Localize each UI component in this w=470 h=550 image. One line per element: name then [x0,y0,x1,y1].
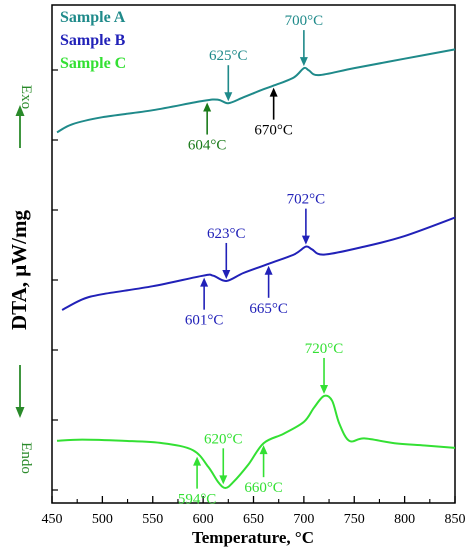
annotation-label: 665°C [249,301,288,317]
annotation-625: 625°C [209,48,248,102]
legend-sample-b: Sample B [60,32,126,49]
annotation-660: 660°C [244,445,283,496]
plot-frame [51,4,456,504]
x-axis: 450 500 550 600 650 700 750 800 850 [42,69,466,527]
x-tick-label-800: 800 [394,512,415,527]
annotation-label: 601°C [185,313,224,329]
x-tick-label-600: 600 [193,512,214,527]
legend-sample-c: Sample C [60,55,126,72]
annotation-601: 601°C [185,277,224,329]
endo-indicator: Endo [15,365,34,474]
annotation-620: 620°C [204,431,243,485]
annotation-label: 720°C [305,341,344,357]
x-tick-label-550: 550 [142,512,163,527]
annotation-700: 700°C [285,13,324,67]
annotation-623: 623°C [207,226,246,279]
annotation-label: 620°C [204,431,243,447]
annotation-label: 623°C [207,226,246,242]
legend: Sample A Sample B Sample C [60,9,126,72]
annotation-label: 660°C [244,480,283,496]
annotation-594: 594°C [178,456,217,508]
annotation-label: 625°C [209,48,248,64]
x-tick-label-450: 450 [42,512,63,527]
annotation-label: 604°C [188,138,227,154]
x-tick-label-500: 500 [92,512,113,527]
exo-label: Exo [18,85,34,109]
annotations: 604°C 625°C 670°C 700°C 601°C 623°C 665°C 702°C… [178,13,343,508]
x-tick-label-650: 650 [243,512,264,527]
annotation-label: 700°C [285,13,324,29]
y-axis-label: DTA, μW/mg [7,209,31,330]
annotation-702: 702°C [287,192,326,245]
exo-indicator: Exo [15,85,34,148]
x-tick-label-700: 700 [293,512,314,527]
annotation-label: 702°C [287,192,326,208]
series-line-1 [56,48,456,134]
annotation-665: 665°C [249,265,288,317]
annotation-label: 594°C [178,492,217,508]
series-curves [56,48,456,490]
annotation-670: 670°C [254,87,293,139]
annotation-604: 604°C [188,102,227,154]
series-line-3 [56,394,456,490]
endo-label: Endo [18,442,34,474]
annotation-720: 720°C [305,341,344,394]
x-tick-label-750: 750 [344,512,365,527]
legend-sample-a: Sample A [60,9,126,26]
series-line-2 [61,216,456,311]
x-tick-label-850: 850 [445,512,466,527]
x-axis-label: Temperature, °C [192,528,314,547]
annotation-label: 670°C [254,123,293,139]
